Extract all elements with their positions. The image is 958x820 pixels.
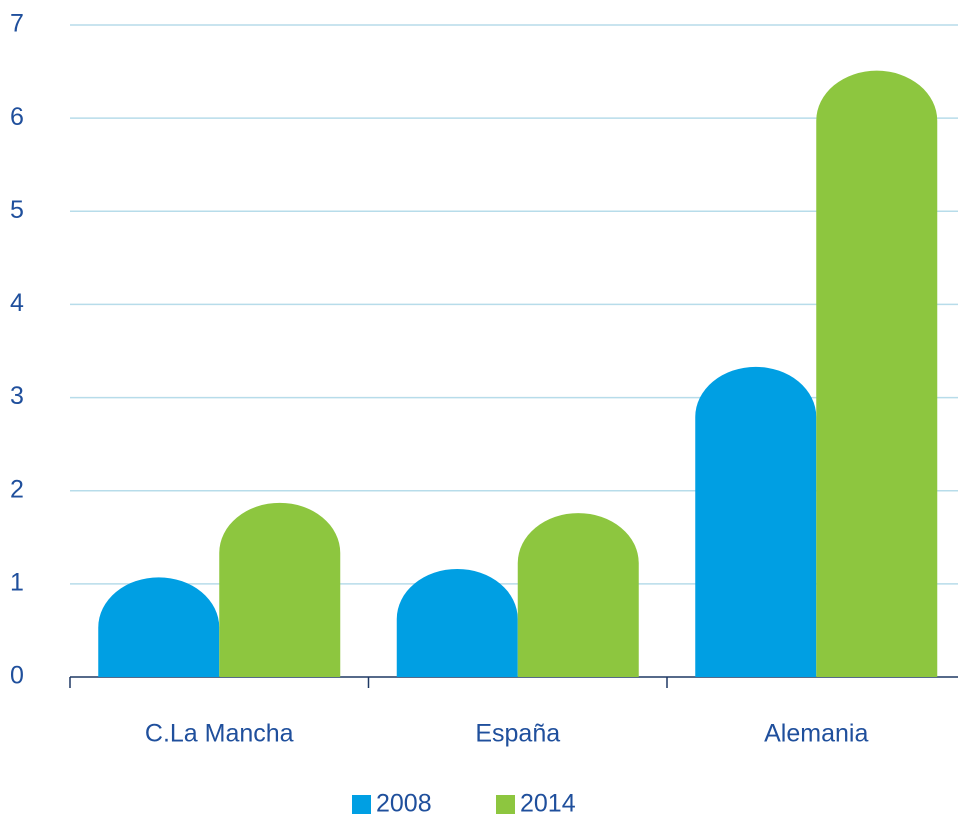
y-tick-label: 6	[10, 103, 24, 131]
bar	[396, 568, 518, 677]
bar	[695, 366, 817, 677]
bar	[816, 70, 938, 677]
y-tick-label: 7	[10, 10, 24, 38]
y-tick-label: 5	[10, 196, 24, 224]
legend-label: 2008	[376, 790, 432, 818]
bar	[98, 577, 220, 677]
y-tick-label: 4	[10, 289, 24, 317]
y-tick-label: 3	[10, 382, 24, 410]
legend-swatch	[352, 795, 371, 814]
x-tick-label: C.La Mancha	[145, 720, 294, 748]
x-tick-label: Alemania	[764, 720, 868, 748]
y-tick-label: 0	[10, 662, 24, 690]
bar	[517, 513, 639, 677]
legend-label: 2014	[520, 790, 576, 818]
y-tick-label: 1	[10, 568, 24, 596]
bar	[219, 502, 341, 677]
x-tick-label: España	[475, 720, 560, 748]
legend-swatch	[496, 795, 515, 814]
y-tick-label: 2	[10, 475, 24, 503]
